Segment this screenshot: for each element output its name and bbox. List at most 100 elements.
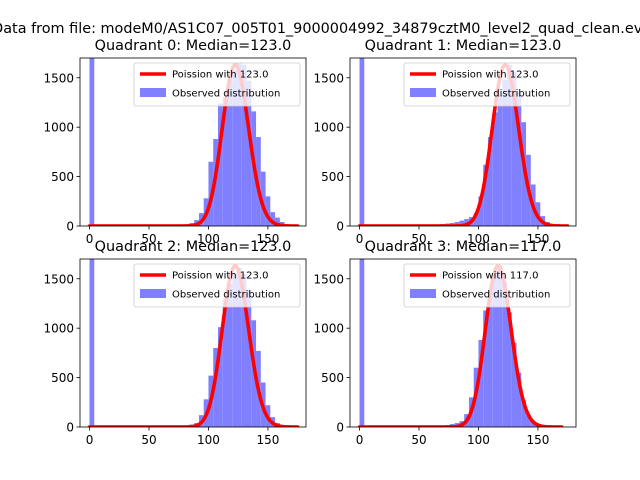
- x-tick-label: 0: [86, 433, 94, 447]
- legend-patch-swatch: [410, 289, 436, 298]
- histogram-bar: [227, 79, 233, 226]
- histogram-bar: [237, 62, 242, 226]
- x-tick-label: 50: [141, 232, 156, 246]
- poisson-curve: [87, 264, 300, 427]
- histogram-bar: [237, 267, 242, 427]
- y-tick-label: 0: [336, 220, 344, 234]
- poisson-curve: [87, 63, 300, 226]
- histogram-bar: [483, 164, 488, 226]
- y-tick-label: 1000: [313, 121, 344, 135]
- y-tick-label: 0: [336, 421, 344, 435]
- histogram-bar: [521, 122, 527, 226]
- legend: Poission with 123.0 Observed distribution: [133, 62, 301, 107]
- y-tick-label: 500: [321, 170, 344, 184]
- histogram-bar: [464, 219, 469, 226]
- histogram-bar: [232, 273, 238, 427]
- histogram-bar: [222, 298, 228, 427]
- histogram-bar: [270, 212, 276, 226]
- histogram-bar: [516, 92, 522, 226]
- axes-frame: [79, 258, 307, 428]
- x-tick-label: 100: [197, 433, 220, 447]
- histogram-bar: [241, 64, 247, 226]
- histogram-bar: [511, 343, 517, 427]
- subplot-title: Quadrant 3: Median=117.0: [365, 239, 562, 255]
- histogram-bar: [492, 112, 498, 226]
- poisson-curve: [357, 264, 564, 427]
- histogram-bar: [502, 79, 508, 226]
- histogram-bar: [227, 283, 233, 427]
- x-tick-label: 100: [467, 232, 490, 246]
- x-tick-label: 50: [141, 433, 156, 447]
- y-tick-label: 500: [51, 371, 74, 385]
- figure-suptitle: Data from file: modeM0/AS1C07_005T01_900…: [0, 21, 640, 37]
- plot-area: [87, 259, 300, 427]
- legend-label-poisson: Poission with 123.0: [172, 70, 268, 81]
- y-tick-label: 1500: [313, 272, 344, 286]
- plot-area: [357, 58, 570, 226]
- histogram-bar: [511, 71, 517, 226]
- legend-label-observed: Observed distribution: [172, 89, 280, 100]
- histogram-bar: [246, 289, 252, 427]
- subplot-title: Quadrant 0: Median=123.0: [95, 38, 292, 54]
- histogram-bar: [213, 347, 218, 427]
- x-tick-label: 0: [86, 232, 94, 246]
- axes-frame: [349, 57, 577, 227]
- subplot-title: Quadrant 1: Median=123.0: [365, 38, 562, 54]
- x-tick-label: 50: [411, 433, 426, 447]
- x-tick-label: 150: [526, 433, 549, 447]
- legend: Poission with 123.0 Observed distribution: [403, 62, 571, 107]
- histogram-bar: [492, 272, 498, 427]
- histogram-bar: [222, 97, 228, 226]
- y-tick-label: 1000: [313, 322, 344, 336]
- legend-label-observed: Observed distribution: [442, 89, 550, 100]
- legend-box: [403, 62, 571, 107]
- histogram-bar: [241, 273, 247, 427]
- histogram-bar: [265, 196, 271, 226]
- y-tick-label: 1500: [43, 71, 74, 85]
- histogram-bar: [275, 217, 280, 226]
- histogram-bar: [217, 327, 223, 427]
- histogram-bar: [217, 103, 223, 226]
- histogram-bar: [530, 422, 536, 427]
- histogram-bar: [454, 222, 460, 226]
- legend-label-observed: Observed distribution: [442, 290, 550, 301]
- legend-box: [133, 263, 301, 308]
- histogram-bar: [89, 259, 95, 427]
- y-tick-label: 0: [66, 220, 74, 234]
- legend-box: [133, 62, 301, 107]
- histogram-bar: [459, 220, 465, 226]
- histogram-bar: [359, 259, 365, 427]
- x-tick-label: 100: [197, 232, 220, 246]
- legend-label-poisson: Poission with 117.0: [442, 271, 538, 282]
- x-tick-label: 100: [467, 433, 490, 447]
- y-tick-label: 1500: [43, 272, 74, 286]
- plot-area: [87, 58, 300, 226]
- histogram-bar: [507, 312, 512, 427]
- histogram-bar: [260, 171, 266, 226]
- histogram-bar: [478, 196, 484, 226]
- y-tick-label: 1000: [43, 121, 74, 135]
- x-tick-label: 50: [411, 232, 426, 246]
- y-tick-label: 0: [66, 421, 74, 435]
- histogram-bar: [487, 137, 493, 226]
- histogram-bar: [507, 64, 512, 226]
- histogram-bar: [89, 58, 95, 226]
- y-tick-label: 1000: [43, 322, 74, 336]
- histogram-bar: [516, 372, 522, 427]
- histogram-bar: [483, 310, 488, 427]
- histogram-bar: [497, 264, 503, 427]
- legend-label-observed: Observed distribution: [172, 290, 280, 301]
- y-tick-label: 500: [321, 371, 344, 385]
- histogram-bar: [478, 340, 484, 427]
- histogram-bar: [232, 69, 238, 226]
- x-tick-label: 150: [256, 433, 279, 447]
- x-tick-label: 150: [256, 232, 279, 246]
- legend-patch-swatch: [140, 289, 166, 298]
- plot-area: [357, 259, 564, 427]
